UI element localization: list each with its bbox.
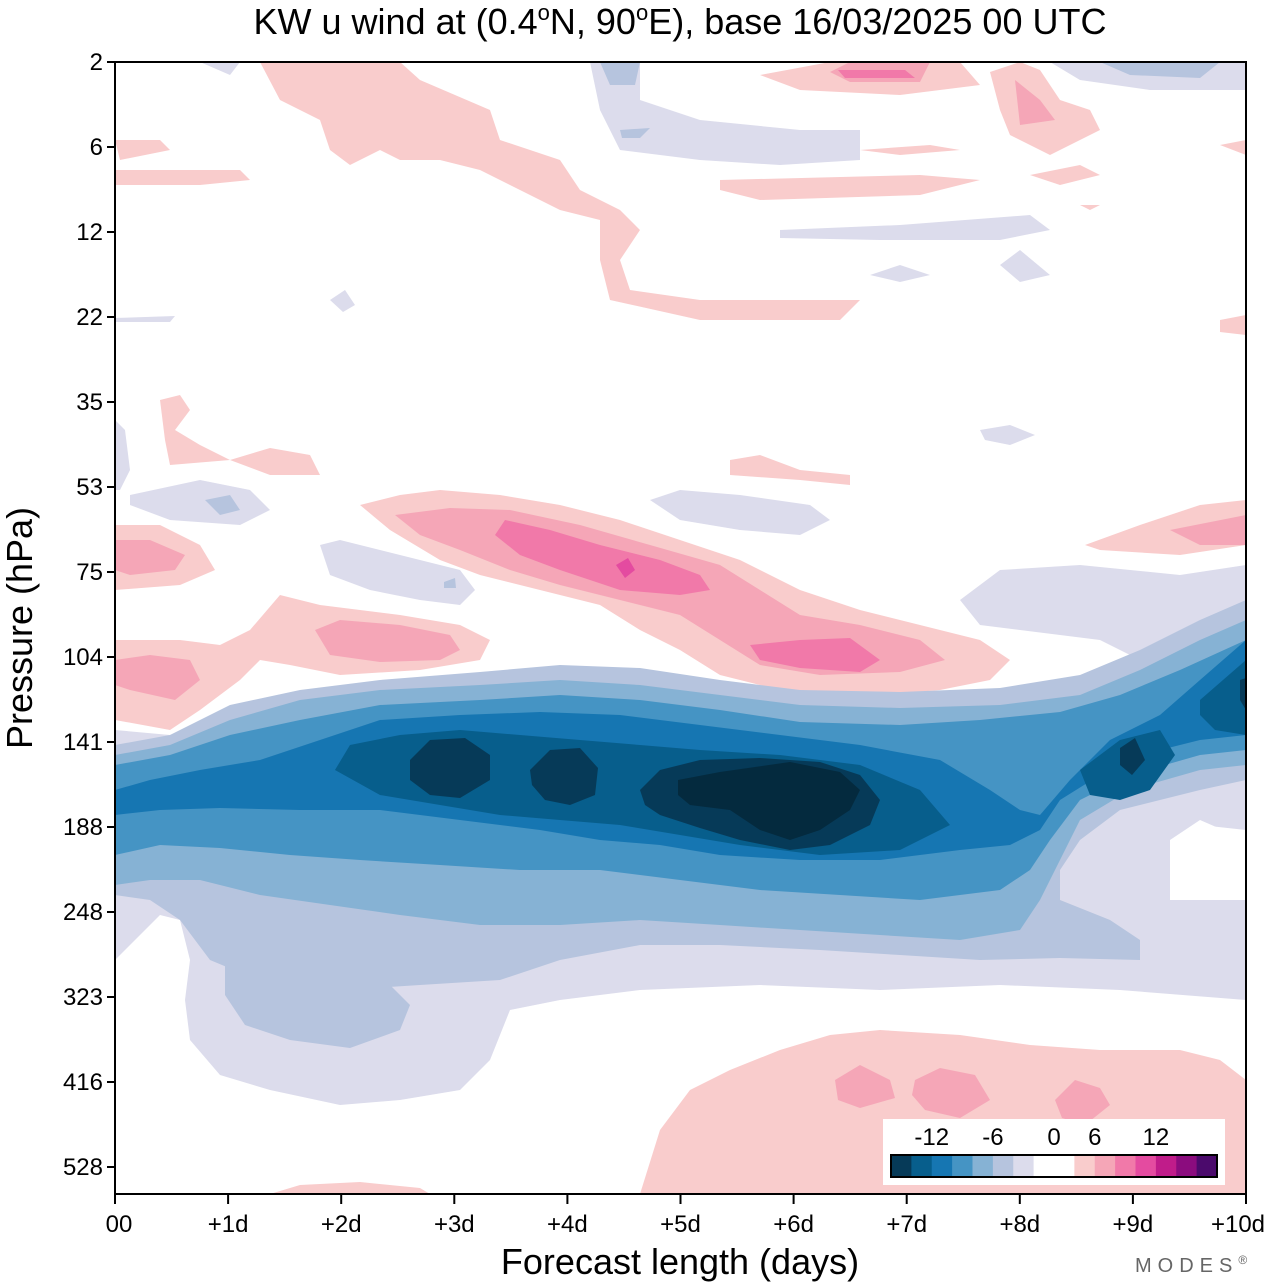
contour-shade	[495, 520, 880, 672]
x-tick-label: +3d	[434, 1211, 475, 1238]
y-tick-label: 53	[76, 474, 103, 501]
x-tick-label: +7d	[886, 1211, 927, 1238]
colorbar-swatch	[952, 1155, 973, 1177]
contour-shade	[1170, 515, 1246, 545]
colorbar-swatch	[1115, 1155, 1136, 1177]
x-tick-label: 00	[106, 1211, 133, 1238]
contour-shade	[115, 215, 1050, 445]
colorbar-swatch	[992, 1155, 1014, 1177]
contour-shade	[115, 540, 460, 700]
contour-shade	[600, 62, 1220, 138]
contour-shade	[205, 495, 456, 588]
contour-shade	[115, 420, 830, 605]
brand-logo: MODES®	[1135, 1253, 1253, 1277]
colorbar-swatch	[1196, 1155, 1218, 1177]
y-tick-label: 2	[90, 49, 103, 76]
colorbar-swatch	[1176, 1155, 1198, 1177]
contour-shade	[260, 62, 860, 320]
colorbar-swatch	[891, 1155, 912, 1177]
chart-title: KW u wind at (0.4oN, 90oE), base 16/03/2…	[254, 0, 1107, 42]
contour-shade	[335, 660, 1246, 855]
y-tick-label: 141	[63, 729, 103, 756]
y-tick-label: 528	[63, 1154, 103, 1181]
colorbar-swatch	[1094, 1155, 1116, 1177]
colorbar-swatch	[1054, 1155, 1075, 1177]
plot-area	[115, 62, 1246, 1194]
contour-shade	[225, 945, 410, 1048]
x-tick-label: +10d	[1211, 1211, 1265, 1238]
y-tick-label: 6	[90, 134, 103, 161]
contour-shade	[616, 558, 635, 578]
y-tick-label: 248	[63, 899, 103, 926]
x-tick-label: +5d	[660, 1211, 701, 1238]
contour-shade	[838, 70, 915, 78]
contour-shade	[835, 1065, 1110, 1125]
y-tick-label: 323	[63, 984, 103, 1011]
x-tick-label: +1d	[208, 1211, 249, 1238]
colorbar-label: 12	[1143, 1124, 1170, 1151]
y-axis: 2 6 12 22 35 53 75 104 141 188 248 323 416 528	[63, 49, 115, 1181]
colorbar-swatch	[972, 1155, 994, 1177]
colorbar-frame	[890, 1154, 1218, 1178]
colorbar-label: -12	[914, 1124, 949, 1151]
y-axis-label: Pressure (hPa)	[0, 507, 40, 749]
contour-shade	[115, 525, 490, 730]
colorbar-label: -6	[982, 1124, 1003, 1151]
colorbar-swatch	[1155, 1155, 1177, 1177]
x-axis: 00 +1d +2d +3d +4d +5d +6d +7d +8d +9d +10d	[106, 1194, 1265, 1238]
x-tick-label: +2d	[321, 1211, 362, 1238]
x-tick-label: +8d	[999, 1211, 1040, 1238]
y-tick-label: 35	[76, 389, 103, 416]
colorbar-swatch	[1013, 1155, 1035, 1177]
x-tick-label: +6d	[773, 1211, 814, 1238]
y-tick-label: 104	[63, 644, 103, 671]
contour-shade	[160, 315, 1246, 485]
x-tick-label: +4d	[547, 1211, 588, 1238]
y-tick-label: 188	[63, 814, 103, 841]
y-tick-label: 75	[76, 559, 103, 586]
colorbar-label: 6	[1088, 1124, 1101, 1151]
colorbar-label: 0	[1047, 1124, 1060, 1151]
contour-shade	[270, 1182, 430, 1194]
y-tick-label: 22	[76, 304, 103, 331]
colorbar-swatch	[931, 1155, 953, 1177]
contour-shade	[678, 762, 860, 840]
colorbar-swatch	[1033, 1155, 1055, 1177]
colorbar-swatch	[911, 1155, 933, 1177]
x-tick-label: +9d	[1113, 1211, 1154, 1238]
contour-shade	[760, 62, 1100, 155]
colorbar-swatch	[1074, 1155, 1096, 1177]
y-tick-label: 12	[76, 219, 103, 246]
y-tick-label: 416	[63, 1069, 103, 1096]
colorbar-swatch	[1135, 1155, 1157, 1177]
colorbar-legend: -12 -6 0 6 12	[883, 1119, 1225, 1185]
x-axis-label: Forecast length (days)	[501, 1241, 859, 1282]
